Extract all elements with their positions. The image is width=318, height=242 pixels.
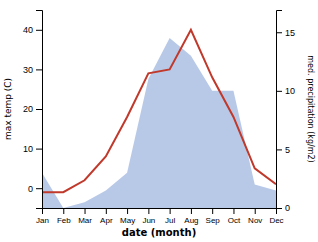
tick-label: Nov [248, 216, 262, 225]
tick-mark [127, 208, 128, 214]
tick: 10 [276, 86, 295, 96]
tick-mark [148, 208, 149, 214]
tick: Mar [78, 208, 92, 225]
tick: Sep [206, 208, 221, 225]
tick-mark [191, 208, 192, 214]
tick-label: 30 [23, 65, 33, 75]
marks [42, 30, 276, 208]
tick: 5 [276, 145, 290, 155]
tick-mark [106, 208, 107, 214]
tick-label: 0 [285, 203, 290, 213]
tick-label: 0 [28, 184, 33, 194]
x-axis-title: date (month) [122, 227, 196, 238]
tick-label: 10 [285, 86, 295, 96]
tick-label: Jan [36, 216, 49, 225]
temperature-line [42, 30, 276, 192]
tick-label: Jun [142, 216, 155, 225]
tick: Jan [36, 208, 49, 225]
tick: Feb [57, 208, 71, 225]
tick: May [120, 208, 135, 225]
tick: 15 [276, 28, 295, 38]
tick-mark [276, 208, 282, 209]
tick-label: Jul [165, 216, 175, 225]
tick-mark [276, 149, 282, 150]
tick-mark [36, 69, 42, 70]
precipitation-area [42, 38, 276, 208]
tick-label: Aug [184, 216, 198, 225]
chart: JanFebMarAprMayJunJulAugSepOctNovDec0102… [0, 0, 318, 242]
tick-mark [36, 188, 42, 189]
tick-mark [36, 149, 42, 150]
tick-label: Dec [269, 216, 283, 225]
tick-mark [276, 91, 282, 92]
tick: Dec [269, 208, 283, 225]
tick-label: Sep [206, 216, 221, 225]
tick-label: May [120, 216, 135, 225]
tick-mark [36, 30, 42, 31]
tick: Nov [248, 208, 262, 225]
tick: 0 [28, 184, 42, 194]
y2-axis: 0 5 10 15 [276, 11, 295, 214]
tick-mark [170, 208, 171, 214]
tick-mark [212, 208, 213, 214]
tick-label: Feb [57, 216, 71, 225]
tick: 0 [276, 203, 290, 213]
tick-mark [36, 109, 42, 110]
tick: 10 [23, 144, 42, 154]
tick-mark [233, 208, 234, 214]
y-axis-title: max temp (C) [3, 78, 13, 140]
x-axis: Jan Feb Mar Apr May Jun Jul Aug Sep Oct Nov Dec [36, 208, 284, 225]
tick-label: 20 [23, 104, 33, 114]
axis-line [277, 11, 283, 209]
tick-label: Apr [100, 216, 113, 225]
tick-mark [85, 208, 86, 214]
tick: 30 [23, 65, 42, 75]
tick: 40 [23, 25, 42, 35]
tick: Apr [100, 208, 113, 225]
tick-label: Mar [78, 216, 92, 225]
tick-mark [63, 208, 64, 214]
tick: Jun [142, 208, 155, 225]
plot: JanFebMarAprMayJunJulAugSepOctNovDec0102… [23, 11, 295, 225]
tick-label: Oct [228, 216, 241, 225]
y2-axis-title: med. precipitation (kg/m2) [306, 55, 315, 162]
tick: Jul [165, 208, 175, 225]
tick-label: 5 [285, 145, 290, 155]
y-axis: 0 10 20 30 40 [23, 11, 43, 209]
tick-label: 15 [285, 28, 295, 38]
tick: Oct [228, 208, 241, 225]
tick-mark [255, 208, 256, 214]
axis-line [36, 11, 43, 209]
tick: Aug [184, 208, 198, 225]
tick: 20 [23, 104, 42, 114]
tick-label: 10 [23, 144, 33, 154]
axis-line [43, 209, 277, 215]
tick-label: 40 [23, 25, 33, 35]
tick-mark [276, 32, 282, 33]
